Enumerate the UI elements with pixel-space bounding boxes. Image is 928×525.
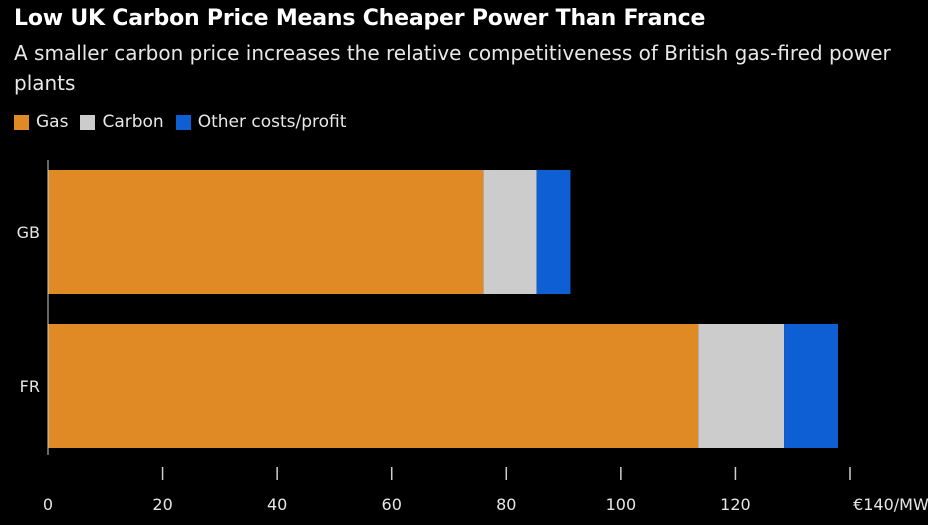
legend-label-carbon: Carbon bbox=[102, 112, 164, 132]
legend-label-other: Other costs/profit bbox=[197, 112, 347, 132]
bar-fr-other bbox=[784, 324, 838, 448]
x-tick-label-0: 0 bbox=[43, 495, 53, 514]
legend-label-gas: Gas bbox=[36, 112, 69, 132]
category-label-fr: FR bbox=[20, 377, 40, 396]
legend-swatch-gas bbox=[14, 114, 29, 130]
legend-swatch-other bbox=[175, 114, 191, 130]
legend-item-gas: Gas bbox=[14, 112, 68, 132]
chart-subtitle: A smaller carbon price increases the rel… bbox=[14, 41, 891, 95]
legend-item-other: Other costs/profit bbox=[175, 112, 347, 132]
bar-gb-carbon bbox=[483, 170, 537, 294]
x-tick-label-60: 60 bbox=[382, 495, 402, 514]
x-tick-label-140: €140/MWh bbox=[853, 495, 928, 514]
legend-item-carbon: Carbon bbox=[80, 112, 164, 132]
chart-title: Low UK Carbon Price Means Cheaper Power … bbox=[14, 6, 706, 31]
bar-fr-gas bbox=[48, 324, 699, 448]
bar-gb-other bbox=[536, 170, 571, 294]
x-tick-label-100: 100 bbox=[606, 495, 637, 514]
x-tick-label-120: 120 bbox=[720, 495, 751, 514]
bar-fr-carbon bbox=[698, 324, 785, 448]
x-tick-label-20: 20 bbox=[152, 495, 172, 514]
bar-gb-gas bbox=[48, 170, 484, 294]
category-label-gb: GB bbox=[17, 223, 40, 242]
x-tick-label-40: 40 bbox=[267, 495, 287, 514]
legend: Gas Carbon Other costs/profit bbox=[14, 112, 358, 132]
legend-swatch-carbon bbox=[80, 114, 96, 130]
x-tick-label-80: 80 bbox=[496, 495, 516, 514]
